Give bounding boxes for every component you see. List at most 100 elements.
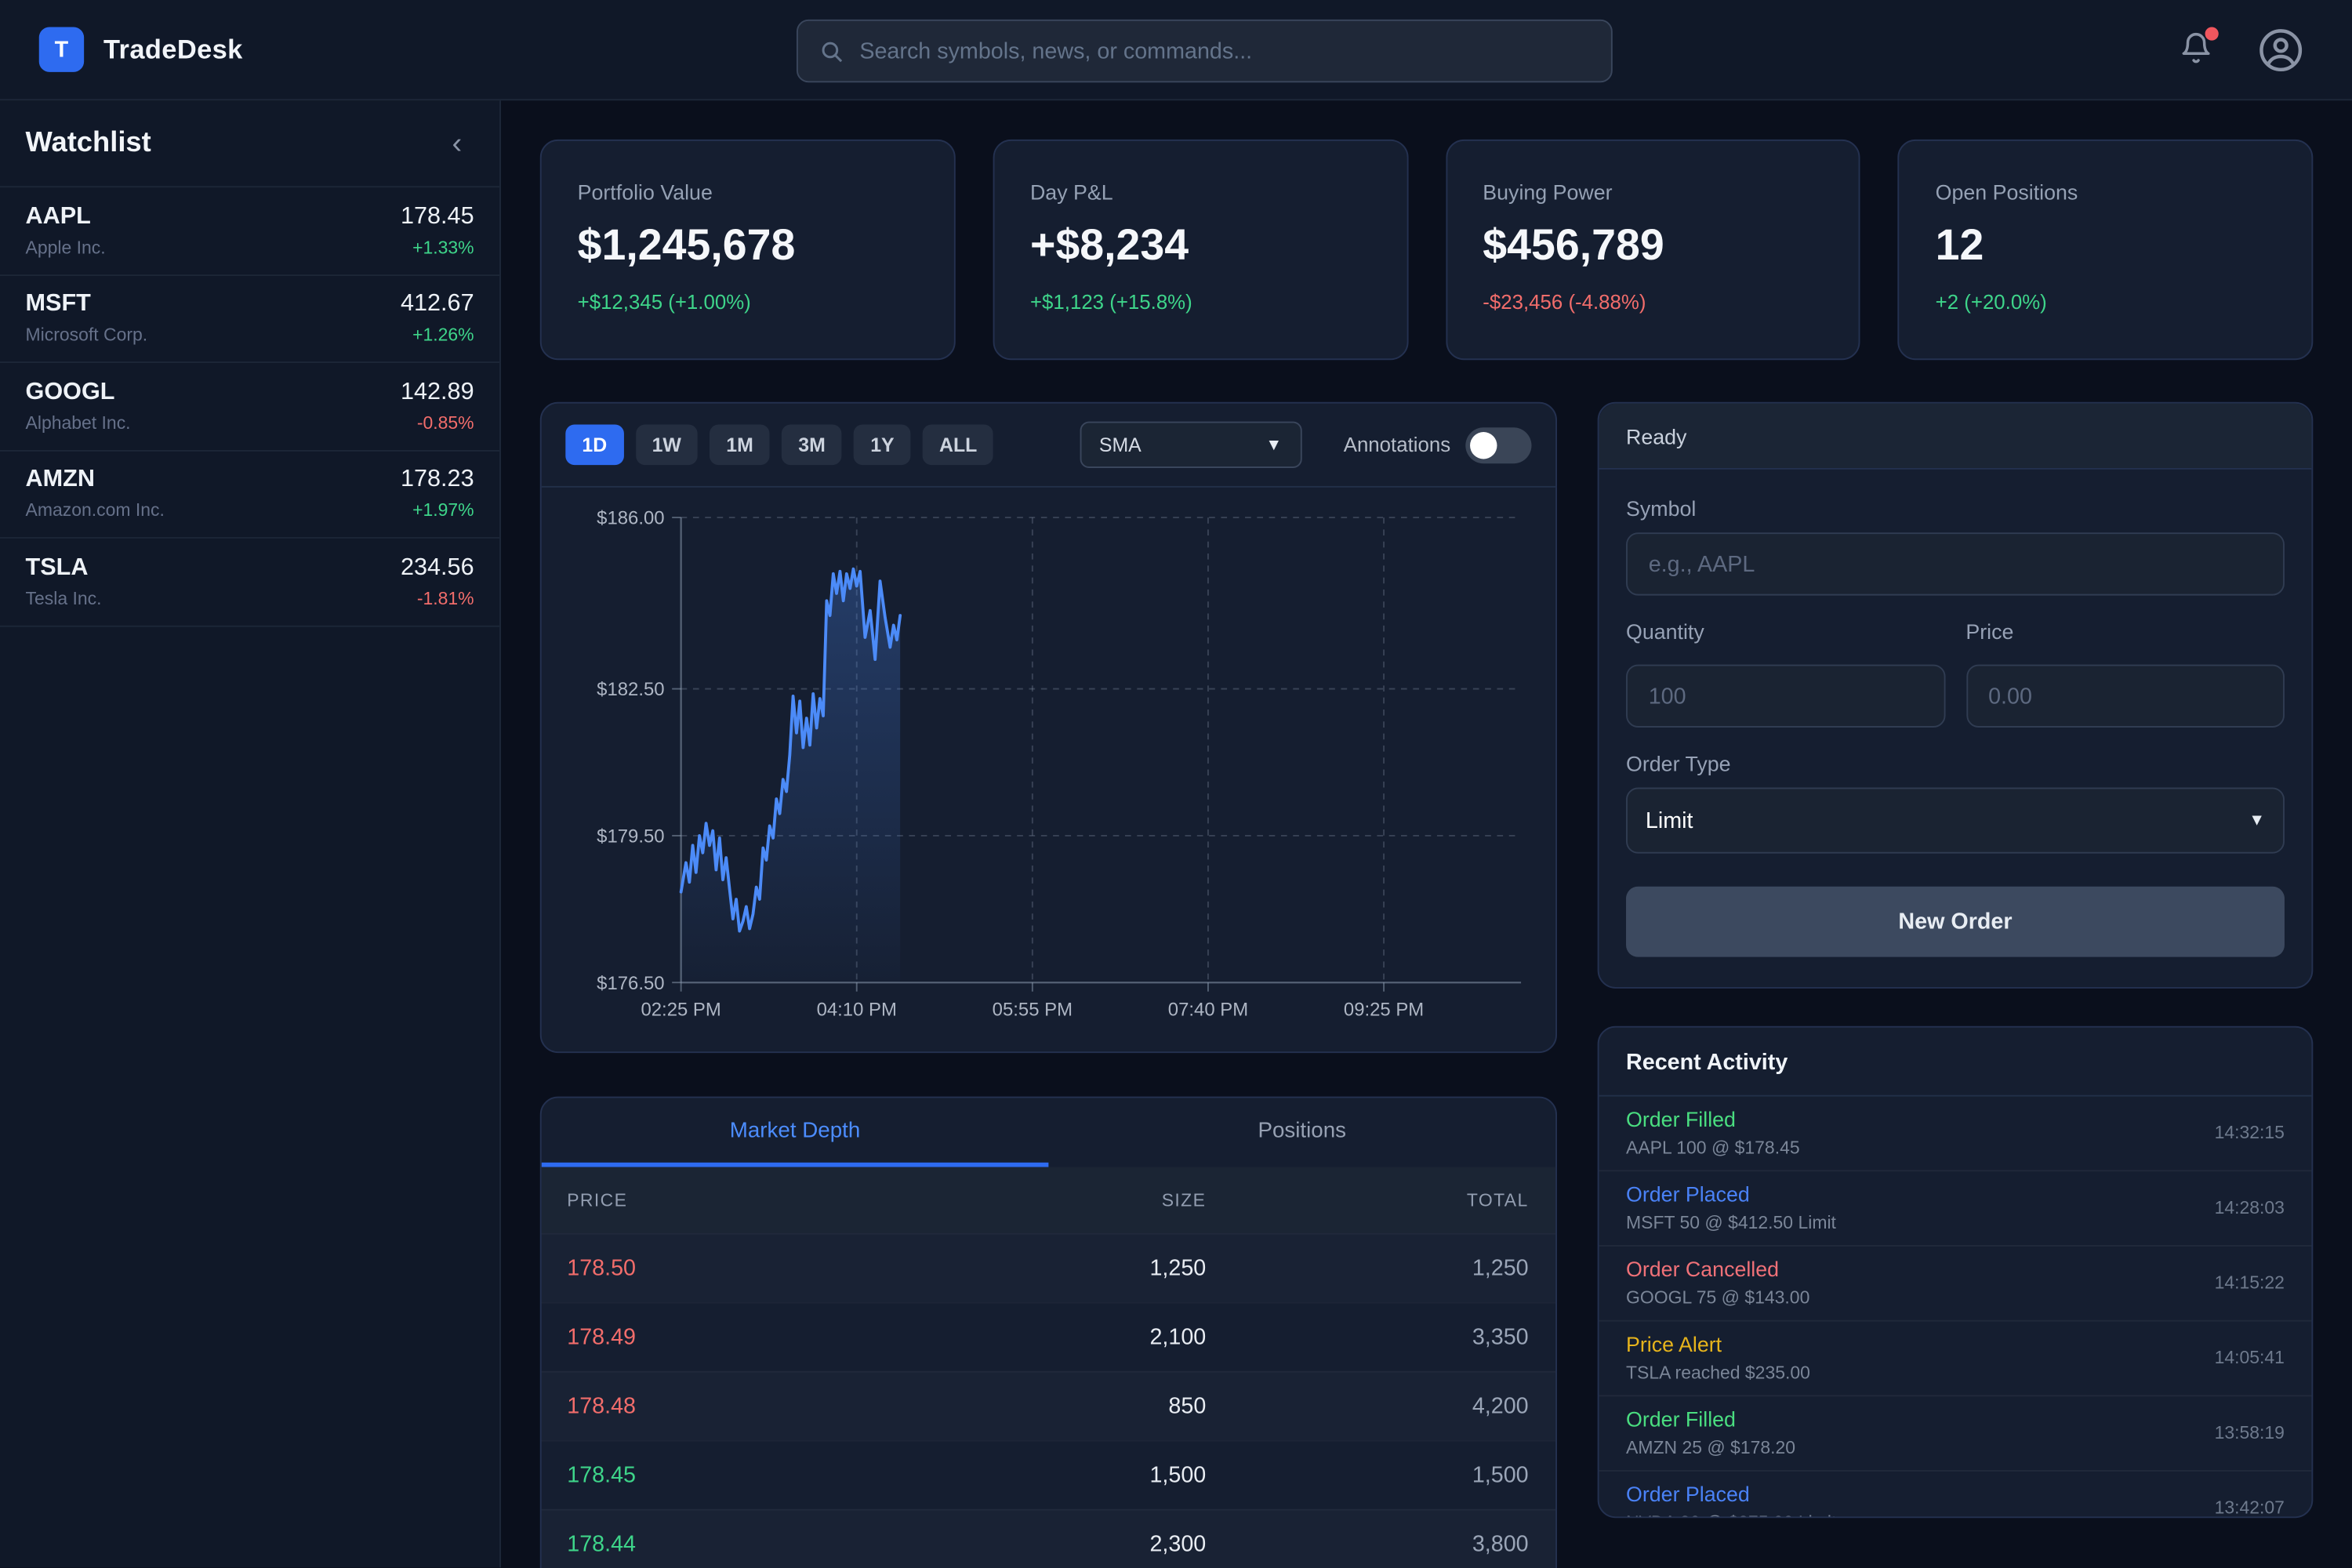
stat-card: Portfolio Value $1,245,678 +$12,345 (+1.… [539,139,956,361]
activity-detail: MSFT 50 @ $412.50 Limit [1626,1211,1836,1233]
activity-time: 14:05:41 [2214,1347,2285,1368]
watchlist-price: 142.89 [400,379,474,405]
watchlist-symbol: AMZN [25,466,95,493]
watchlist-change: -0.85% [416,412,474,434]
watchlist-item[interactable]: MSFT Microsoft Corp. 412.67 +1.26% [0,275,500,364]
timeframe-button-3m[interactable]: 3M [782,424,842,466]
brand: T TradeDesk [38,27,243,72]
watchlist-item[interactable]: AMZN Amazon.com Inc. 178.23 +1.97% [0,451,500,539]
activity-status: Order Cancelled [1626,1257,1780,1281]
chart-toolbar: 1D 1W 1M 3M 1Y ALL SMA ▼ Annotations [541,404,1556,488]
depth-row[interactable]: 178.48 850 4,200 [542,1371,1555,1440]
activity-status: Order Filled [1626,1107,1736,1131]
svg-text:$179.50: $179.50 [597,826,664,848]
depth-row[interactable]: 178.50 1,250 1,250 [542,1233,1555,1302]
watchlist-company: Apple Inc. [25,236,106,258]
depth-table-body: 178.50 1,250 1,250 178.49 2,100 3,350 17… [542,1233,1555,1568]
depth-size: 2,100 [1149,1324,1207,1350]
depth-total: 3,800 [1472,1531,1529,1558]
tab-market-depth[interactable]: Market Depth [541,1098,1049,1167]
timeframe-button-1w[interactable]: 1W [635,424,698,466]
indicator-select[interactable]: SMA ▼ [1079,421,1302,468]
order-entry-card: Ready Symbol Quantity Price Order Type [1597,401,2314,989]
watchlist-change: -1.81% [416,587,474,609]
symbol-input[interactable] [1626,532,2285,596]
watchlist-price: 412.67 [400,291,474,318]
chevron-down-icon: ▼ [1265,435,1283,454]
chevron-down-icon: ▼ [2249,811,2266,830]
watchlist-change: +1.26% [412,324,474,346]
depth-total: 3,350 [1472,1324,1529,1350]
stat-label: Portfolio Value [577,180,713,205]
symbol-label: Symbol [1626,496,1697,521]
depth-tabs: Market Depth Positions [541,1098,1555,1167]
svg-text:$182.50: $182.50 [597,679,664,700]
stat-card: Buying Power $456,789 -$23,456 (-4.88%) [1445,139,1860,361]
activity-time: 14:32:15 [2214,1122,2285,1143]
timeframe-button-1m[interactable]: 1M [710,424,770,466]
annotations-toggle[interactable] [1465,426,1532,463]
activity-time: 14:28:03 [2214,1196,2285,1218]
price-chart-canvas[interactable]: $186.00 $182.50 $179.50 $176.50 02:25 PM 04:1… [554,503,1544,1043]
activity-list: Order Filled AAPL 100 @ $178.45 14:32:15… [1599,1097,2312,1517]
order-status: Ready [1599,403,2312,470]
depth-table-header: PRICE SIZE TOTAL [541,1167,1556,1233]
timeframe-button-1d[interactable]: 1D [565,424,624,466]
depth-row[interactable]: 178.44 2,300 3,800 [542,1509,1555,1568]
indicator-value: SMA [1098,433,1142,456]
stat-label: Buying Power [1483,180,1613,205]
stat-value: $1,245,678 [577,222,796,270]
svg-text:$186.00: $186.00 [597,508,664,529]
notification-badge [2205,27,2219,41]
watchlist-header: Watchlist ‹ [0,100,500,188]
watchlist-company: Amazon.com Inc. [25,499,165,521]
notifications-button[interactable] [2180,27,2219,67]
avatar-icon[interactable] [2258,26,2304,72]
market-depth-card: Market Depth Positions PRICE SIZE TOTAL … [539,1096,1558,1568]
timeframe-button-all[interactable]: ALL [922,424,994,466]
watchlist-company: Alphabet Inc. [25,412,131,434]
watchlist-symbol: AAPL [25,203,91,230]
column-header-price: PRICE [567,1189,628,1211]
bell-icon [2182,33,2210,64]
watchlist-price: 178.45 [400,203,474,230]
depth-price: 178.49 [567,1324,637,1350]
depth-size: 2,300 [1149,1531,1207,1558]
activity-detail: NVDA 30 @ $875.00 Limit [1626,1512,1836,1517]
order-type-select[interactable]: Limit ▼ [1626,787,2285,854]
depth-row[interactable]: 178.45 1,500 1,500 [542,1440,1555,1509]
watchlist-title: Watchlist [25,126,151,158]
depth-price: 178.44 [567,1531,637,1558]
activity-detail: TSLA reached $235.00 [1626,1362,1810,1384]
watchlist-item[interactable]: GOOGL Alphabet Inc. 142.89 -0.85% [0,363,500,451]
chart-area: $186.00 $182.50 $179.50 $176.50 02:25 PM 04:1… [542,488,1555,1051]
timeframe-button-1y[interactable]: 1Y [854,424,911,466]
watchlist-item[interactable]: TSLA Tesla Inc. 234.56 -1.81% [0,539,500,626]
watchlist-item[interactable]: AAPL Apple Inc. 178.45 +1.33% [0,187,500,276]
stat-change: +2 (+20.0%) [1935,291,2047,314]
annotations-label: Annotations [1343,433,1451,456]
order-type-value: Limit [1645,808,1693,833]
depth-row[interactable]: 178.49 2,100 3,350 [542,1302,1555,1371]
depth-price: 178.48 [567,1393,637,1419]
price-input[interactable] [1965,664,2285,728]
column-header-total: TOTAL [1466,1189,1529,1211]
depth-size: 1,250 [1149,1255,1207,1281]
sidebar-collapse-button[interactable]: ‹ [452,126,463,160]
price-chart-card: 1D 1W 1M 3M 1Y ALL SMA ▼ Annotations $18 [539,401,1558,1054]
activity-status: Order Placed [1626,1181,1750,1207]
activity-item: Order Cancelled GOOGL 75 @ $143.00 14:15… [1599,1247,2312,1322]
svg-text:$176.50: $176.50 [597,973,664,994]
stat-value: +$8,234 [1029,222,1189,270]
watchlist-price: 234.56 [400,554,474,580]
watchlist-sidebar: Watchlist ‹ AAPL Apple Inc. 178.45 +1.33… [0,100,502,1568]
activity-item: Order Filled AMZN 25 @ $178.20 13:58:19 [1599,1396,2312,1472]
new-order-button[interactable]: New Order [1626,886,2285,957]
global-search[interactable] [796,19,1613,83]
quantity-label: Quantity [1626,619,1704,644]
column-header-size: SIZE [1161,1189,1207,1211]
tab-positions[interactable]: Positions [1048,1098,1555,1167]
watchlist-company: Tesla Inc. [25,587,102,609]
quantity-input[interactable] [1626,664,1945,728]
search-input[interactable] [859,38,1591,64]
